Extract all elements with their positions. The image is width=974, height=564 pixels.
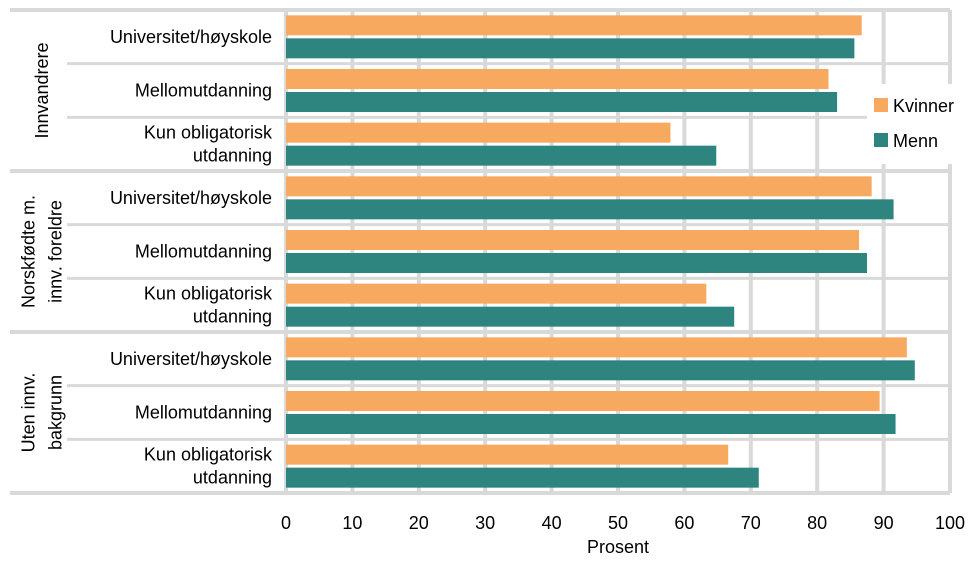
bar-kvinner: [286, 230, 860, 250]
group-label-line: bakgrunn: [46, 375, 66, 450]
x-tick-label: 60: [674, 513, 694, 533]
category-label: Universitet/høyskole: [110, 27, 272, 47]
bar-kvinner: [286, 122, 671, 143]
group-label: Uten innv. bakgrunn: [19, 373, 66, 453]
x-tick-label: 30: [475, 513, 495, 533]
x-tick-label: 10: [342, 513, 362, 533]
bar-menn: [286, 306, 735, 327]
bar-kvinner: [286, 176, 872, 197]
bar-menn: [286, 414, 896, 434]
bar-menn: [286, 253, 867, 273]
legend-swatch-kvinner: [874, 98, 888, 112]
category-label: utdanning: [193, 307, 272, 327]
bars: [286, 15, 915, 488]
bar-menn: [286, 92, 838, 112]
group-labels: Innvandrere Norskfødte m. innv. foreldre Ut…: [19, 42, 66, 452]
category-label: Mellomutdanning: [135, 403, 272, 423]
x-tick-label: 80: [807, 513, 827, 533]
bar-kvinner: [286, 391, 880, 411]
legend-label-menn: Menn: [893, 131, 938, 151]
bar-menn: [286, 467, 759, 488]
x-tick-labels: 0 10 20 30 40 50 60 70 80 90 100: [281, 513, 965, 533]
group-label: Innvandrere: [32, 42, 52, 138]
group-label-line: innv. foreldre: [46, 200, 66, 303]
bar-kvinner: [286, 444, 729, 465]
group-label-line: Innvandrere: [32, 42, 52, 138]
x-tick-label: 70: [741, 513, 761, 533]
group-label: Norskfødte m. innv. foreldre: [19, 195, 66, 308]
x-tick-label: 0: [281, 513, 291, 533]
bar-kvinner: [286, 69, 829, 89]
category-label: utdanning: [193, 468, 272, 488]
legend-swatch-menn: [874, 133, 888, 147]
x-tick-label: 20: [409, 513, 429, 533]
category-label: Kun obligatorisk: [144, 284, 273, 304]
x-tick-label: 90: [874, 513, 894, 533]
legend-box: [867, 84, 971, 164]
bar-menn: [286, 38, 855, 59]
category-label: Universitet/høyskole: [110, 349, 272, 369]
x-tick-label: 100: [935, 513, 965, 533]
x-tick-label: 50: [608, 513, 628, 533]
bar-kvinner: [286, 15, 862, 36]
legend-label-kvinner: Kvinner: [893, 96, 954, 116]
bar-menn: [286, 199, 894, 220]
category-label: Universitet/høyskole: [110, 188, 272, 208]
category-label: Mellomutdanning: [135, 81, 272, 101]
bar-menn: [286, 360, 915, 381]
separators: [10, 8, 950, 495]
group-label-line: Uten innv.: [19, 373, 39, 453]
category-label: utdanning: [193, 146, 272, 166]
bar-kvinner: [286, 337, 907, 358]
category-labels: Universitet/høyskole Mellomutdanning Kun o…: [110, 27, 273, 488]
category-label: Kun obligatorisk: [144, 445, 273, 465]
bar-menn: [286, 145, 717, 166]
group-label-line: Norskfødte m.: [19, 195, 39, 308]
x-axis-title: Prosent: [587, 537, 649, 557]
bar-kvinner: [286, 283, 707, 304]
legend: Kvinner Menn: [867, 84, 971, 164]
x-tick-label: 40: [542, 513, 562, 533]
category-label: Kun obligatorisk: [144, 123, 273, 143]
category-label: Mellomutdanning: [135, 242, 272, 262]
